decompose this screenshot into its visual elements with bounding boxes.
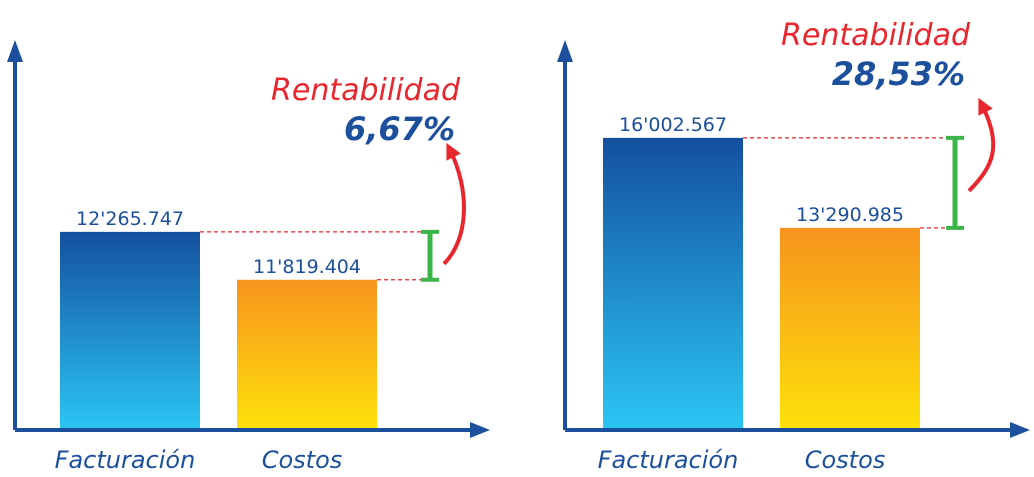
value-label: 16'002.567: [619, 114, 727, 136]
x-tick-label: Facturación: [55, 446, 196, 474]
annotation-value: 6,67%: [344, 110, 455, 148]
annotation-title: Rentabilidad: [271, 73, 461, 108]
x-tick-label: Facturación: [598, 446, 739, 474]
bar: [60, 231, 200, 430]
x-tick-label: Costos: [805, 446, 886, 474]
bar: [780, 227, 920, 430]
bar: [237, 279, 377, 430]
value-label: 12'265.747: [76, 208, 184, 230]
annotation-title: Rentabilidad: [781, 18, 971, 53]
y-axis-arrow: [557, 40, 573, 62]
x-axis-arrow: [1010, 422, 1030, 438]
annotation-value: 28,53%: [832, 55, 965, 93]
value-label: 13'290.985: [796, 204, 904, 226]
bar: [603, 137, 743, 430]
x-axis-arrow: [470, 422, 490, 438]
arrow: [967, 97, 996, 193]
x-tick-label: Costos: [262, 446, 343, 474]
arrow: [442, 142, 466, 266]
value-label: 11'819.404: [253, 256, 361, 278]
y-axis-arrow: [7, 40, 23, 62]
